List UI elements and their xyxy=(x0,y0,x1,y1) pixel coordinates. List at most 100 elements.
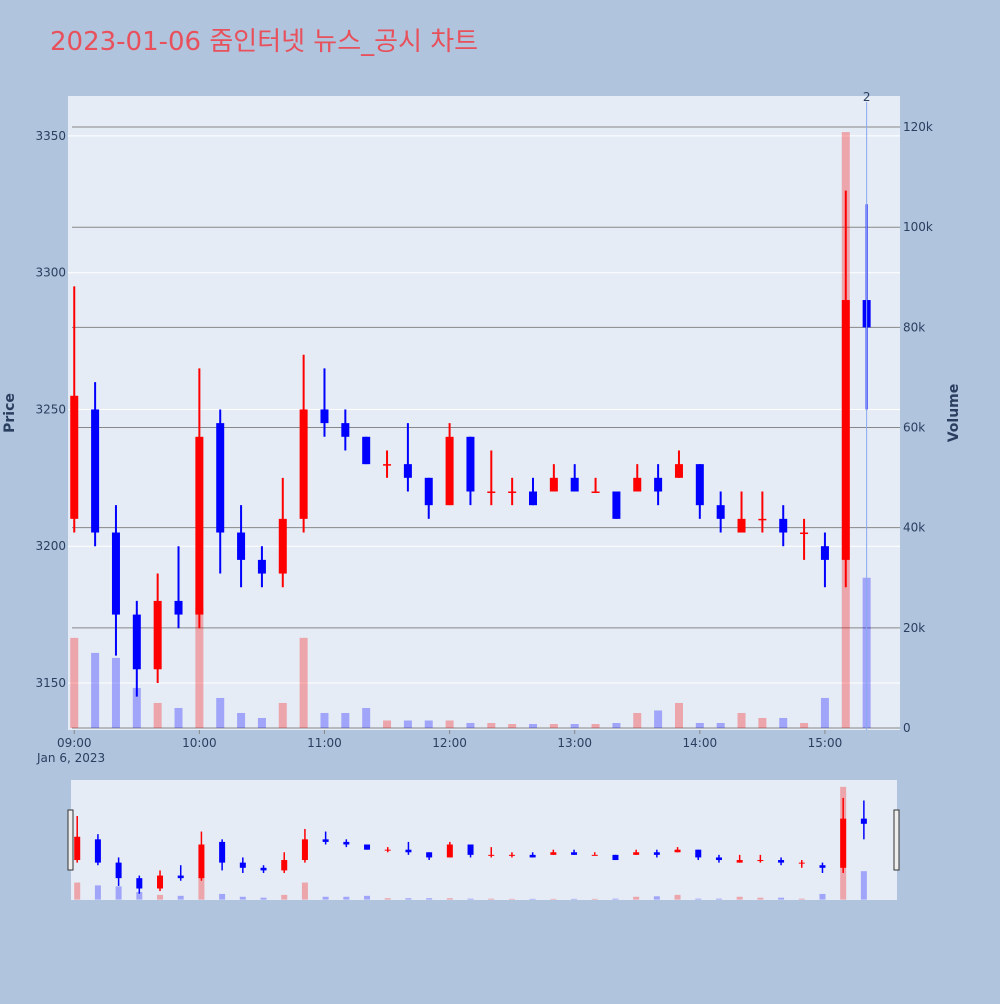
mini-volume-bar xyxy=(94,885,101,900)
x-tick-label: 10:00 xyxy=(182,736,217,750)
volume-bar xyxy=(466,722,475,728)
candle-body xyxy=(111,532,120,615)
candle-body xyxy=(841,300,850,560)
candle-body xyxy=(174,600,183,615)
mini-volume-bar xyxy=(529,898,536,900)
volume-bar xyxy=(320,712,329,728)
volume-bar xyxy=(237,712,246,728)
candle-body xyxy=(633,477,642,492)
candle-body xyxy=(153,600,162,670)
candle-body xyxy=(70,395,79,519)
mini-candle-body xyxy=(136,878,143,889)
slider-handle[interactable] xyxy=(893,809,900,871)
slider-handle[interactable] xyxy=(67,809,74,871)
mini-candle-body xyxy=(798,862,805,864)
volume-bar xyxy=(362,707,371,728)
candle-body xyxy=(216,423,225,533)
mini-volume-bar xyxy=(571,898,578,900)
volume-bar xyxy=(633,712,642,728)
volume-bar xyxy=(111,657,120,728)
mini-volume-bar xyxy=(653,896,660,900)
mini-candle-body xyxy=(571,852,578,855)
mini-candle-body xyxy=(778,860,785,863)
mini-candle-body xyxy=(633,852,640,855)
candle-body xyxy=(549,477,558,492)
y2-tick-label: 100k xyxy=(903,220,933,234)
mini-candle-body xyxy=(426,852,433,858)
candle-body xyxy=(800,532,809,535)
candle-body xyxy=(466,436,475,492)
candle-body xyxy=(91,409,100,533)
candle-body xyxy=(654,477,663,492)
x-date-label: Jan 6, 2023 xyxy=(36,751,105,765)
candle-body xyxy=(508,491,517,493)
volume-bar xyxy=(278,702,287,728)
volume-bar xyxy=(695,722,704,728)
volume-bar xyxy=(445,720,454,728)
mini-volume-bar xyxy=(115,886,122,900)
mini-candle-body xyxy=(840,818,847,868)
candle-body xyxy=(257,559,266,574)
y-tick-label: 3350 xyxy=(35,129,66,143)
mini-volume-bar xyxy=(446,898,453,900)
mini-volume-bar xyxy=(757,897,764,900)
volume-bar xyxy=(674,702,683,728)
mini-volume-bar xyxy=(136,892,143,900)
mini-candle-body xyxy=(405,849,412,853)
mini-volume-bar xyxy=(508,898,515,900)
mini-candle-body xyxy=(695,849,702,858)
candle-body xyxy=(779,518,788,533)
y2-tick-label: 20k xyxy=(903,621,925,635)
mini-candle-body xyxy=(550,852,557,855)
volume-bar xyxy=(299,637,308,728)
candle-body xyxy=(674,464,683,478)
volume-bar xyxy=(820,697,829,728)
mini-volume-bar xyxy=(239,896,246,900)
mini-volume-bar xyxy=(467,898,474,900)
candle-body xyxy=(320,409,329,424)
mini-candle-body xyxy=(612,854,619,861)
mini-volume-bar xyxy=(550,898,557,900)
mini-volume-bar xyxy=(591,898,598,900)
y-tick-label: 3200 xyxy=(35,539,66,553)
mini-volume-bar xyxy=(343,896,350,900)
x-tick-label: 11:00 xyxy=(307,736,342,750)
mini-volume-bar xyxy=(177,895,184,900)
candle-body xyxy=(299,409,308,519)
mini-candle-body xyxy=(364,844,371,850)
mini-volume-bar xyxy=(715,898,722,900)
mini-volume-bar xyxy=(74,882,81,900)
mini-candle-body xyxy=(467,844,474,855)
mini-volume-bar xyxy=(860,871,867,900)
mini-candle-body xyxy=(384,849,391,851)
volume-bar xyxy=(549,723,558,728)
volume-bar xyxy=(132,687,141,728)
mini-volume-bar xyxy=(219,893,226,900)
volume-bar xyxy=(612,722,621,728)
mini-candle-body xyxy=(757,860,764,862)
volume-bar xyxy=(570,723,579,728)
volume-bar xyxy=(153,702,162,728)
mini-volume-bar xyxy=(736,896,743,900)
candle-body xyxy=(445,436,454,506)
volume-bar xyxy=(779,717,788,728)
candle-body xyxy=(278,518,287,574)
x-tick-label: 12:00 xyxy=(432,736,467,750)
x-tick-label: 09:00 xyxy=(57,736,92,750)
mini-candle-body xyxy=(322,839,329,842)
y2-tick-label: 0 xyxy=(903,721,911,735)
mini-volume-bar xyxy=(674,894,681,900)
mini-volume-bar xyxy=(198,876,205,900)
volume-bar xyxy=(800,722,809,728)
y-tick-label: 3250 xyxy=(35,402,66,416)
mini-candle-body xyxy=(94,839,101,863)
mini-candle-body xyxy=(177,875,184,879)
candle-body xyxy=(529,491,538,506)
x-tick-label: 15:00 xyxy=(808,736,843,750)
mini-candle-body xyxy=(281,860,288,871)
volume-bar xyxy=(529,723,538,728)
mini-volume-bar xyxy=(612,898,619,900)
y-tick-label: 3300 xyxy=(35,266,66,280)
candle-body xyxy=(737,518,746,533)
